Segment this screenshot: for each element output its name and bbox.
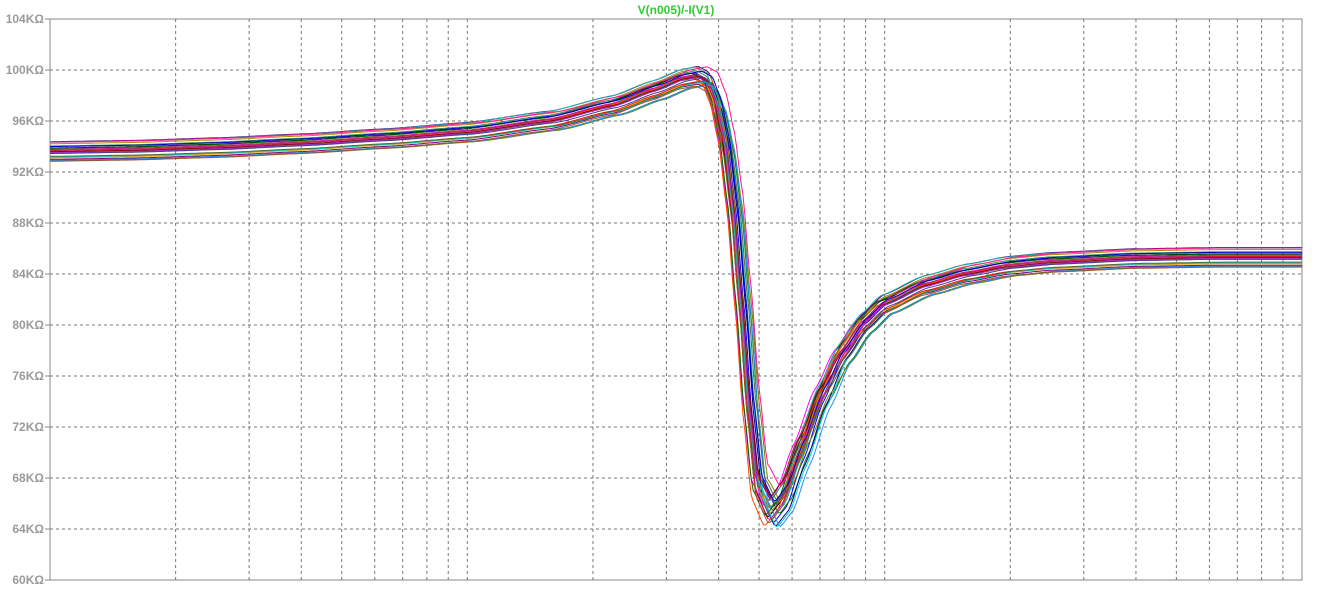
series-curve [50,76,1302,496]
y-tick-label: 60KΩ [12,573,44,587]
y-axis-ticks: 104KΩ 100KΩ 96KΩ 92KΩ 88KΩ 84KΩ 80KΩ 76KΩ 72KΩ 68… [6,12,50,587]
y-tick-label: 68KΩ [12,471,44,485]
trace-title[interactable]: V(n005)/-I(V1) [638,3,715,17]
series-curve [49,68,1302,511]
y-tick-label: 84KΩ [12,267,44,281]
y-tick-label: 104KΩ [6,12,45,26]
grid-lines [50,19,1302,580]
series-curve [50,70,1302,502]
series-curve [50,77,1302,506]
series-curve [50,76,1302,518]
y-tick-label: 96KΩ [12,114,44,128]
y-tick-label: 80KΩ [12,318,44,332]
series-curve [50,66,1302,487]
y-tick-label: 88KΩ [12,216,44,230]
y-tick-label: 76KΩ [12,369,44,383]
series-curve [49,85,1302,523]
plot-area-border [49,18,1303,581]
y-tick-label: 100KΩ [6,63,45,77]
series-curves [49,66,1302,528]
y-tick-label: 64KΩ [12,522,44,536]
y-tick-label: 72KΩ [12,420,44,434]
series-curve [50,73,1302,498]
series-curve [50,70,1302,509]
series-curve [50,82,1302,514]
y-tick-label: 92KΩ [12,165,44,179]
series-curve [50,80,1302,500]
